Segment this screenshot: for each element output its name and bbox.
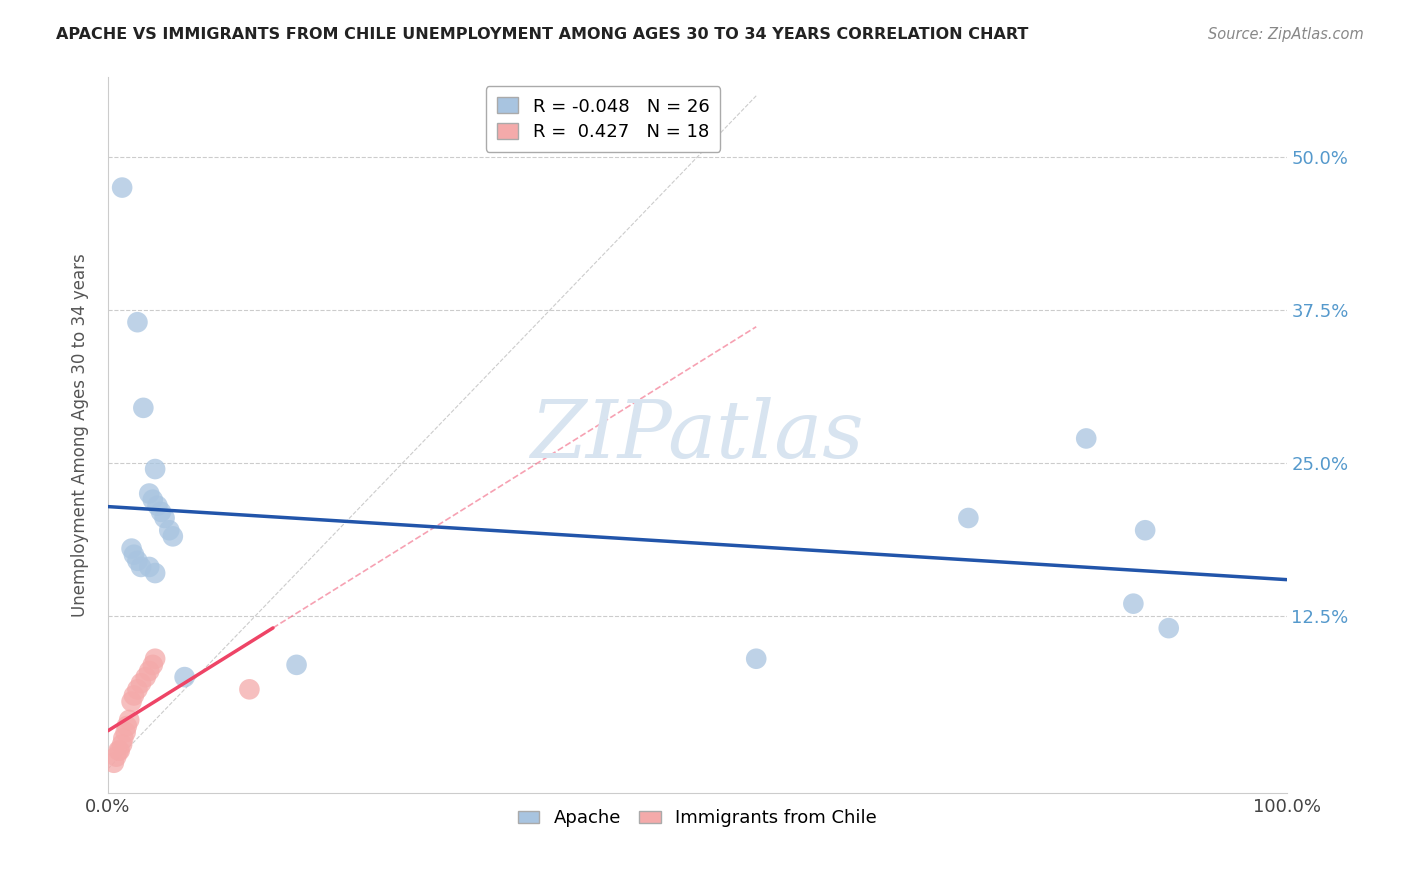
Point xyxy=(127,682,149,697)
Point xyxy=(1076,432,1098,446)
Point xyxy=(1157,621,1180,635)
Point xyxy=(114,725,136,739)
Point xyxy=(132,401,155,415)
Point xyxy=(142,657,165,672)
Point xyxy=(118,713,141,727)
Point xyxy=(146,499,169,513)
Point xyxy=(107,743,129,757)
Point xyxy=(138,486,160,500)
Text: ZIPatlas: ZIPatlas xyxy=(530,397,865,475)
Point xyxy=(162,529,184,543)
Point xyxy=(127,315,149,329)
Point xyxy=(138,560,160,574)
Point xyxy=(143,651,166,665)
Point xyxy=(1133,523,1156,537)
Legend: Apache, Immigrants from Chile: Apache, Immigrants from Chile xyxy=(510,802,884,834)
Point xyxy=(127,554,149,568)
Point xyxy=(143,566,166,580)
Point xyxy=(111,738,134,752)
Point xyxy=(173,670,195,684)
Point xyxy=(108,743,131,757)
Point xyxy=(129,676,152,690)
Point xyxy=(115,719,138,733)
Point xyxy=(745,651,768,665)
Text: Source: ZipAtlas.com: Source: ZipAtlas.com xyxy=(1208,27,1364,42)
Point xyxy=(135,670,157,684)
Point xyxy=(121,695,143,709)
Point xyxy=(121,541,143,556)
Point xyxy=(285,657,308,672)
Point xyxy=(150,505,173,519)
Point xyxy=(105,749,128,764)
Point xyxy=(138,664,160,678)
Point xyxy=(157,523,180,537)
Y-axis label: Unemployment Among Ages 30 to 34 years: Unemployment Among Ages 30 to 34 years xyxy=(72,253,89,617)
Point xyxy=(153,511,176,525)
Point xyxy=(129,560,152,574)
Point xyxy=(143,462,166,476)
Text: APACHE VS IMMIGRANTS FROM CHILE UNEMPLOYMENT AMONG AGES 30 TO 34 YEARS CORRELATI: APACHE VS IMMIGRANTS FROM CHILE UNEMPLOY… xyxy=(56,27,1029,42)
Point xyxy=(957,511,980,525)
Point xyxy=(1122,597,1144,611)
Point xyxy=(112,731,135,746)
Point xyxy=(122,548,145,562)
Point xyxy=(111,180,134,194)
Point xyxy=(238,682,260,697)
Point xyxy=(122,689,145,703)
Point xyxy=(142,492,165,507)
Point xyxy=(103,756,125,770)
